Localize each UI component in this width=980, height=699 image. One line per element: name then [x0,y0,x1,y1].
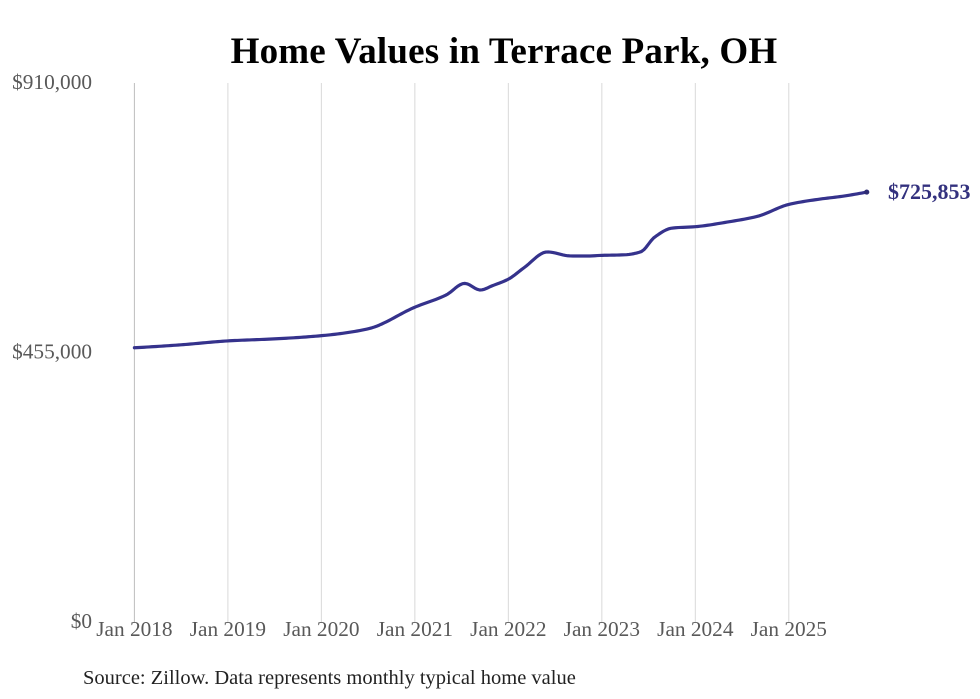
svg-text:$455,000: $455,000 [12,340,92,364]
svg-text:$910,000: $910,000 [12,70,92,94]
svg-text:Jan 2019: Jan 2019 [190,617,266,641]
svg-text:Jan 2023: Jan 2023 [564,617,640,641]
svg-text:Jan 2018: Jan 2018 [96,617,172,641]
svg-text:Jan 2025: Jan 2025 [751,617,827,641]
svg-text:Jan 2021: Jan 2021 [377,617,453,641]
svg-text:Jan 2024: Jan 2024 [657,617,734,641]
svg-text:$725,853: $725,853 [888,179,971,204]
svg-text:$0: $0 [71,609,92,633]
svg-text:Jan 2020: Jan 2020 [283,617,359,641]
svg-text:Jan 2022: Jan 2022 [470,617,546,641]
